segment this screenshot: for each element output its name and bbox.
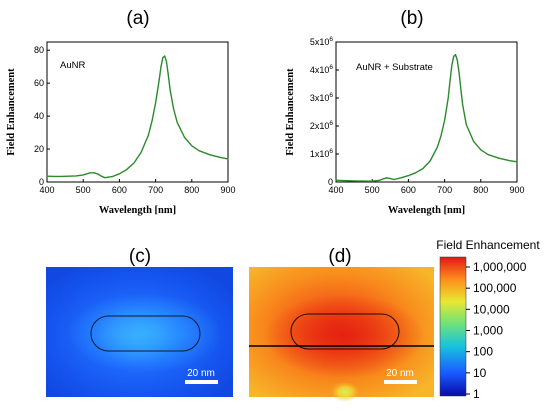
y-tick-label: 4x106	[310, 64, 334, 75]
x-tick-label: 900	[509, 185, 524, 195]
substrate-hotspot-d	[331, 382, 359, 402]
panel-label-b: (b)	[400, 8, 423, 29]
x-tick-label: 700	[437, 185, 452, 195]
colorbar-ticks: 1,000,000 100,000 10,000 1,000 100 10 1	[466, 260, 527, 401]
x-tick-label: 500	[76, 185, 91, 195]
series-line	[46, 55, 229, 179]
nanorod-outline-d	[290, 313, 400, 350]
x-tick-label: 400	[39, 185, 54, 195]
axes-b: 400 500 600 700 800 900 0 1x106 2x106 3x106 4x106 5…	[310, 36, 525, 195]
y-tick-label: 0	[39, 177, 44, 187]
scale-label-c: 20 nm	[187, 368, 215, 379]
y-tick-label: 40	[34, 111, 44, 121]
colorbar-gradient	[439, 256, 467, 397]
scale-bar-c	[185, 380, 218, 384]
y-tick-label: 3x106	[310, 92, 334, 103]
x-tick-label: 600	[401, 185, 416, 195]
colorbar-tick-label: 100	[473, 345, 493, 359]
colorbar-tick-label: 100,000	[473, 281, 517, 295]
series-line	[335, 53, 518, 182]
field-map-d: (d) 20 nm	[249, 246, 434, 402]
y-tick-label: 1x106	[310, 148, 334, 159]
plot-frame-b	[335, 41, 518, 183]
y-tick-label: 5x106	[310, 36, 334, 47]
colorbar-tick-label: 1,000	[473, 324, 503, 338]
field-halo-d	[265, 294, 425, 378]
x-axis-title-a: Wavelength [nm]	[99, 205, 176, 216]
colorbar-tick-label: 1,000,000	[473, 260, 527, 274]
x-tick-label: 800	[473, 185, 488, 195]
y-tick-label: 2x106	[310, 120, 334, 131]
x-tick-label: 500	[365, 185, 380, 195]
colorbar: Field Enhancement 1,000,000 100,000 10,000…	[436, 238, 540, 401]
axes-a: 400 500 600 700 800 900 0 20 40 60 80	[34, 45, 236, 195]
x-tick-label: 900	[220, 185, 235, 195]
colorbar-tick-label: 10	[473, 366, 487, 380]
panel-label-a: (a)	[126, 8, 149, 29]
field-halo-c	[67, 293, 223, 373]
plot-frame-a	[46, 41, 229, 183]
nanorod-outline-c	[90, 315, 201, 352]
chart-b: (b) AuNR + Substrate 400 500 600 700 800 900 0…	[285, 8, 525, 216]
colorbar-tick-label: 1	[473, 387, 480, 401]
panel-label-d: (d)	[328, 246, 351, 267]
x-tick-label: 700	[148, 185, 163, 195]
x-tick-label: 800	[184, 185, 199, 195]
y-tick-label: 60	[34, 78, 44, 88]
x-tick-label: 600	[112, 185, 127, 195]
y-tick-label: 20	[34, 144, 44, 154]
chart-a: (a) AuNR 400 500 600 700 800 900 0 20 40 60 80 Wav…	[6, 8, 236, 216]
field-map-c: (c) 20 nm	[46, 246, 233, 397]
x-axis-title-b: Wavelength [nm]	[388, 205, 465, 216]
panel-label-c: (c)	[129, 246, 151, 267]
y-tick-label: 0	[328, 177, 333, 187]
scale-bar-d	[384, 380, 417, 384]
colorbar-title: Field Enhancement	[436, 238, 540, 252]
x-tick-label: 400	[328, 185, 343, 195]
inset-label-b: AuNR + Substrate	[356, 62, 433, 73]
scale-label-d: 20 nm	[386, 368, 414, 379]
colorbar-tick-label: 10,000	[473, 302, 510, 316]
y-tick-label: 80	[34, 45, 44, 55]
y-axis-title-a: Field Enhancement	[6, 68, 17, 156]
y-axis-title-b: Field Enhancement	[285, 68, 296, 156]
inset-label-a: AuNR	[60, 60, 85, 71]
